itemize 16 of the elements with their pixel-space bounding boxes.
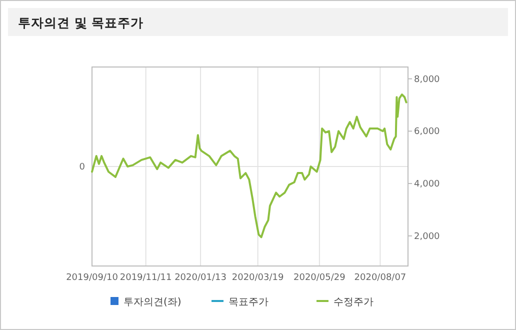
y2-tick-label: 2,000 — [414, 232, 440, 242]
legend-label: 투자의견(좌) — [124, 297, 182, 308]
y2-tick-label: 8,000 — [414, 74, 440, 85]
legend-label: 목표주가 — [228, 297, 268, 308]
text: 0 — [79, 162, 86, 172]
x-tick-label: 2019/11/11 — [120, 273, 172, 283]
x-tick-label: 2019/09/10 — [66, 273, 118, 283]
legend-label: 수정주가 — [334, 297, 374, 308]
x-tick-label: 2020/08/07 — [354, 273, 406, 283]
line-series — [91, 93, 408, 238]
x-tick-label: 2020/03/19 — [232, 273, 284, 283]
chart-title: 투자의견 및 목표주가 — [18, 15, 144, 30]
y2-tick-label: 6,000 — [414, 127, 440, 138]
x-tick-label: 2020/05/29 — [294, 273, 346, 283]
x-tick-label: 2020/01/13 — [174, 273, 226, 283]
y2-tick-label: 4,000 — [414, 180, 440, 190]
